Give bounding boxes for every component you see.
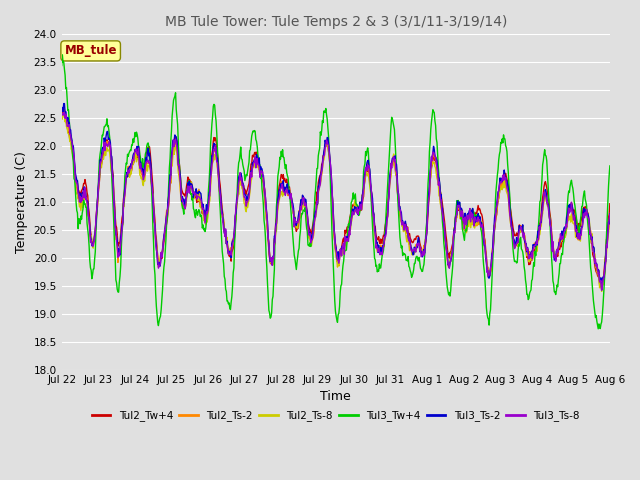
Tul2_Ts-8 xyxy=(606,214,614,220)
Tul2_Tw+4 xyxy=(531,248,538,253)
Tul3_Ts-2 xyxy=(92,218,100,224)
Line: Tul2_Tw+4: Tul2_Tw+4 xyxy=(61,111,610,289)
Tul2_Ts-8 xyxy=(598,288,605,294)
Tul2_Ts-2 xyxy=(92,219,100,225)
Tul3_Tw+4 xyxy=(58,63,65,69)
Line: Tul3_Ts-2: Tul3_Ts-2 xyxy=(61,104,610,289)
Tul3_Ts-8 xyxy=(58,110,65,116)
Tul3_Tw+4 xyxy=(92,228,100,234)
Tul3_Ts-8 xyxy=(391,156,399,162)
Tul3_Ts-8 xyxy=(377,250,385,256)
Tul2_Tw+4 xyxy=(391,163,399,169)
Tul2_Ts-8 xyxy=(92,217,100,223)
Tul3_Tw+4 xyxy=(58,52,66,58)
Tul2_Ts-2 xyxy=(391,160,399,166)
Tul3_Ts-2 xyxy=(58,107,65,113)
Tul2_Tw+4 xyxy=(92,221,100,227)
Line: Tul3_Ts-8: Tul3_Ts-8 xyxy=(61,112,610,290)
Title: MB Tule Tower: Tule Temps 2 & 3 (3/1/11-3/19/14): MB Tule Tower: Tule Temps 2 & 3 (3/1/11-… xyxy=(164,15,507,29)
Tul2_Tw+4 xyxy=(598,286,605,292)
Tul2_Tw+4 xyxy=(58,111,65,117)
Tul2_Ts-2 xyxy=(531,240,538,246)
Tul3_Tw+4 xyxy=(377,265,385,271)
Tul2_Ts-2 xyxy=(606,211,614,216)
Tul2_Tw+4 xyxy=(408,239,415,244)
Tul2_Tw+4 xyxy=(606,201,614,206)
Tul3_Ts-2 xyxy=(474,211,482,216)
Tul3_Ts-2 xyxy=(391,153,399,159)
Tul3_Ts-8 xyxy=(598,288,605,293)
Tul3_Ts-8 xyxy=(408,248,415,254)
Tul3_Ts-2 xyxy=(408,246,415,252)
Tul2_Ts-8 xyxy=(474,216,482,222)
Tul3_Tw+4 xyxy=(606,163,614,169)
Tul3_Ts-8 xyxy=(61,109,68,115)
Tul3_Ts-8 xyxy=(531,243,538,249)
Tul2_Ts-2 xyxy=(61,107,68,112)
Y-axis label: Temperature (C): Temperature (C) xyxy=(15,151,28,253)
Tul2_Ts-2 xyxy=(408,248,415,254)
Tul3_Tw+4 xyxy=(391,140,399,145)
X-axis label: Time: Time xyxy=(321,391,351,404)
Tul2_Tw+4 xyxy=(377,236,385,242)
Tul2_Ts-2 xyxy=(58,114,65,120)
Tul3_Ts-2 xyxy=(61,101,68,107)
Tul2_Tw+4 xyxy=(474,203,482,208)
Tul2_Ts-8 xyxy=(531,251,538,256)
Tul3_Ts-8 xyxy=(606,211,614,217)
Tul2_Ts-8 xyxy=(60,112,68,118)
Line: Tul3_Tw+4: Tul3_Tw+4 xyxy=(61,55,610,329)
Tul3_Ts-8 xyxy=(92,216,100,221)
Tul2_Ts-2 xyxy=(377,242,385,248)
Tul3_Tw+4 xyxy=(531,263,538,269)
Line: Tul2_Ts-8: Tul2_Ts-8 xyxy=(61,115,610,291)
Tul3_Tw+4 xyxy=(474,216,482,222)
Tul2_Ts-2 xyxy=(598,287,605,292)
Tul3_Ts-2 xyxy=(377,244,385,250)
Tul2_Ts-2 xyxy=(474,215,482,220)
Tul2_Ts-8 xyxy=(377,251,385,256)
Tul3_Ts-2 xyxy=(606,211,614,216)
Tul3_Tw+4 xyxy=(408,275,415,280)
Tul2_Ts-8 xyxy=(391,162,399,168)
Text: MB_tule: MB_tule xyxy=(65,45,117,58)
Tul2_Tw+4 xyxy=(58,108,66,114)
Tul3_Ts-2 xyxy=(531,241,538,247)
Tul3_Tw+4 xyxy=(595,326,602,332)
Tul3_Ts-8 xyxy=(474,214,482,220)
Tul3_Ts-2 xyxy=(598,287,605,292)
Tul2_Ts-8 xyxy=(408,251,415,256)
Tul2_Ts-8 xyxy=(58,117,65,122)
Legend: Tul2_Tw+4, Tul2_Ts-2, Tul2_Ts-8, Tul3_Tw+4, Tul3_Ts-2, Tul3_Ts-8: Tul2_Tw+4, Tul2_Ts-2, Tul2_Ts-8, Tul3_Tw… xyxy=(87,406,584,425)
Line: Tul2_Ts-2: Tul2_Ts-2 xyxy=(61,109,610,289)
